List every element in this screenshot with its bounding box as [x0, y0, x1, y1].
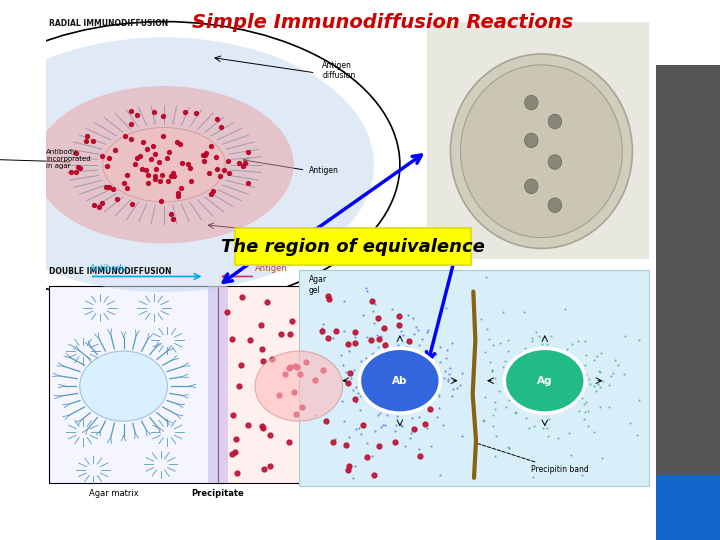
Ellipse shape: [548, 114, 562, 129]
Ellipse shape: [0, 22, 400, 308]
Bar: [656, 475, 720, 540]
Text: Antibody
incorporated
in agar: Antibody incorporated in agar: [46, 149, 91, 170]
Text: DOUBLE IMMUNODIFFUSION: DOUBLE IMMUNODIFFUSION: [50, 267, 172, 276]
Ellipse shape: [35, 86, 294, 244]
Circle shape: [504, 348, 585, 413]
Text: Agar matrix: Agar matrix: [89, 489, 138, 498]
FancyBboxPatch shape: [427, 22, 649, 259]
Ellipse shape: [0, 37, 374, 292]
Text: RADIAL IMMUNODIFFUSION: RADIAL IMMUNODIFFUSION: [50, 19, 168, 28]
Text: Antibody: Antibody: [90, 264, 127, 273]
Ellipse shape: [103, 127, 225, 202]
Text: Agar
gel: Agar gel: [309, 275, 327, 295]
Ellipse shape: [548, 198, 562, 212]
Bar: [656, 65, 720, 540]
Text: Antigen: Antigen: [309, 166, 339, 174]
Ellipse shape: [461, 65, 622, 238]
FancyBboxPatch shape: [50, 286, 218, 483]
Ellipse shape: [525, 133, 538, 147]
Circle shape: [255, 351, 343, 421]
Text: Simple Immunodiffusion Reactions: Simple Immunodiffusion Reactions: [192, 14, 574, 32]
Text: Antigen
diffusion: Antigen diffusion: [323, 60, 356, 80]
Text: Antigen: Antigen: [255, 264, 288, 273]
Ellipse shape: [525, 179, 538, 194]
Circle shape: [359, 348, 441, 413]
Text: Precipitate: Precipitate: [192, 489, 244, 498]
Ellipse shape: [548, 154, 562, 170]
Text: Precipitin band: Precipitin band: [478, 444, 589, 475]
Ellipse shape: [451, 54, 632, 248]
Text: Ab: Ab: [392, 376, 408, 386]
FancyBboxPatch shape: [299, 270, 649, 486]
Text: The region of equivalence: The region of equivalence: [221, 238, 485, 255]
FancyBboxPatch shape: [218, 286, 447, 483]
Text: Precipitate
forms ring: Precipitate forms ring: [312, 227, 354, 246]
Text: Ag: Ag: [537, 376, 552, 386]
Ellipse shape: [525, 95, 538, 110]
Circle shape: [80, 351, 167, 421]
FancyBboxPatch shape: [208, 286, 228, 483]
FancyBboxPatch shape: [235, 228, 471, 265]
